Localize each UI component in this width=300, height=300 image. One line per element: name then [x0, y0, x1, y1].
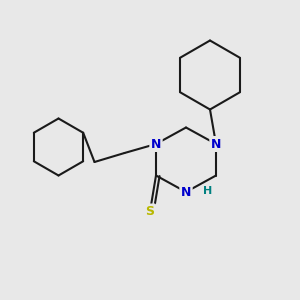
Text: N: N [181, 185, 191, 199]
Text: S: S [146, 205, 154, 218]
Text: N: N [211, 137, 221, 151]
Text: N: N [151, 137, 161, 151]
Text: H: H [202, 185, 212, 196]
